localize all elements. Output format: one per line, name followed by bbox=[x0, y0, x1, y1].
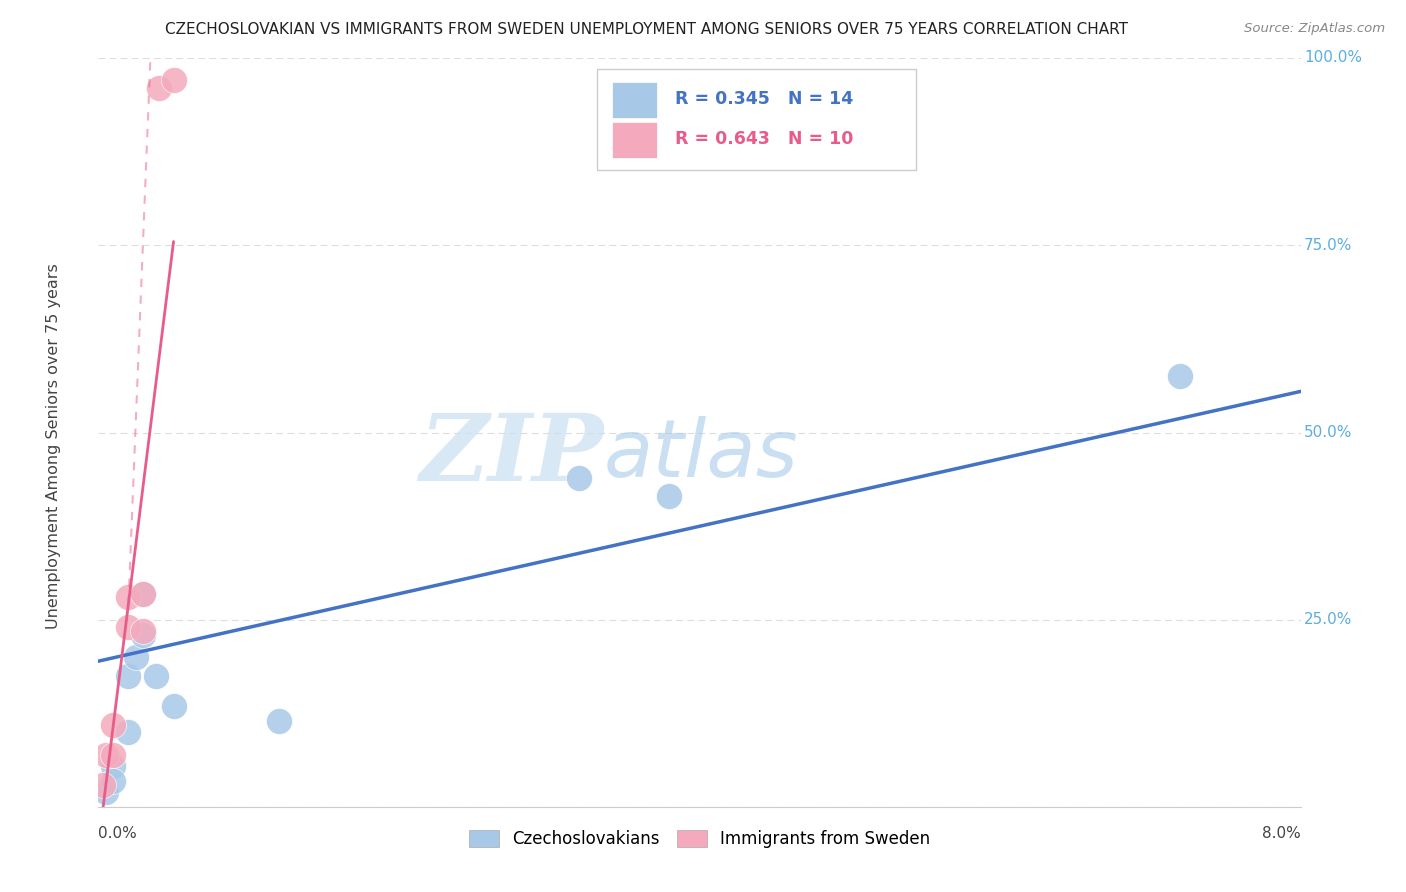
Point bbox=[94, 785, 117, 799]
Point bbox=[1168, 369, 1191, 384]
Point bbox=[125, 650, 148, 665]
Point bbox=[132, 624, 155, 639]
Point bbox=[132, 587, 155, 601]
Point bbox=[132, 628, 155, 642]
Point bbox=[162, 73, 184, 87]
Point bbox=[94, 747, 117, 762]
Point bbox=[103, 718, 125, 732]
Text: 50.0%: 50.0% bbox=[1305, 425, 1353, 440]
Point bbox=[568, 470, 591, 484]
Point bbox=[103, 774, 125, 789]
Point bbox=[103, 747, 125, 762]
Point bbox=[117, 669, 139, 683]
Point bbox=[267, 714, 290, 728]
Text: Unemployment Among Seniors over 75 years: Unemployment Among Seniors over 75 years bbox=[46, 263, 60, 629]
Point bbox=[162, 699, 184, 714]
Text: atlas: atlas bbox=[603, 416, 799, 494]
Point bbox=[91, 778, 114, 792]
Text: CZECHOSLOVAKIAN VS IMMIGRANTS FROM SWEDEN UNEMPLOYMENT AMONG SENIORS OVER 75 YEA: CZECHOSLOVAKIAN VS IMMIGRANTS FROM SWEDE… bbox=[166, 22, 1128, 37]
FancyBboxPatch shape bbox=[612, 82, 658, 118]
Text: ZIP: ZIP bbox=[419, 410, 603, 500]
Point bbox=[145, 669, 167, 683]
Text: 100.0%: 100.0% bbox=[1305, 51, 1362, 65]
Point bbox=[117, 725, 139, 739]
Text: Source: ZipAtlas.com: Source: ZipAtlas.com bbox=[1244, 22, 1385, 36]
Text: 75.0%: 75.0% bbox=[1305, 238, 1353, 252]
Point bbox=[132, 587, 155, 601]
FancyBboxPatch shape bbox=[612, 121, 658, 158]
Text: 8.0%: 8.0% bbox=[1261, 826, 1301, 841]
Text: 0.0%: 0.0% bbox=[98, 826, 138, 841]
Text: R = 0.643   N = 10: R = 0.643 N = 10 bbox=[675, 130, 853, 148]
Point bbox=[148, 81, 170, 95]
Text: R = 0.345   N = 14: R = 0.345 N = 14 bbox=[675, 90, 853, 108]
Point bbox=[658, 489, 681, 503]
FancyBboxPatch shape bbox=[598, 70, 915, 170]
Point bbox=[117, 620, 139, 634]
Point bbox=[117, 591, 139, 605]
Legend: Czechoslovakians, Immigrants from Sweden: Czechoslovakians, Immigrants from Sweden bbox=[463, 823, 936, 855]
Point bbox=[103, 759, 125, 773]
Text: 25.0%: 25.0% bbox=[1305, 613, 1353, 627]
